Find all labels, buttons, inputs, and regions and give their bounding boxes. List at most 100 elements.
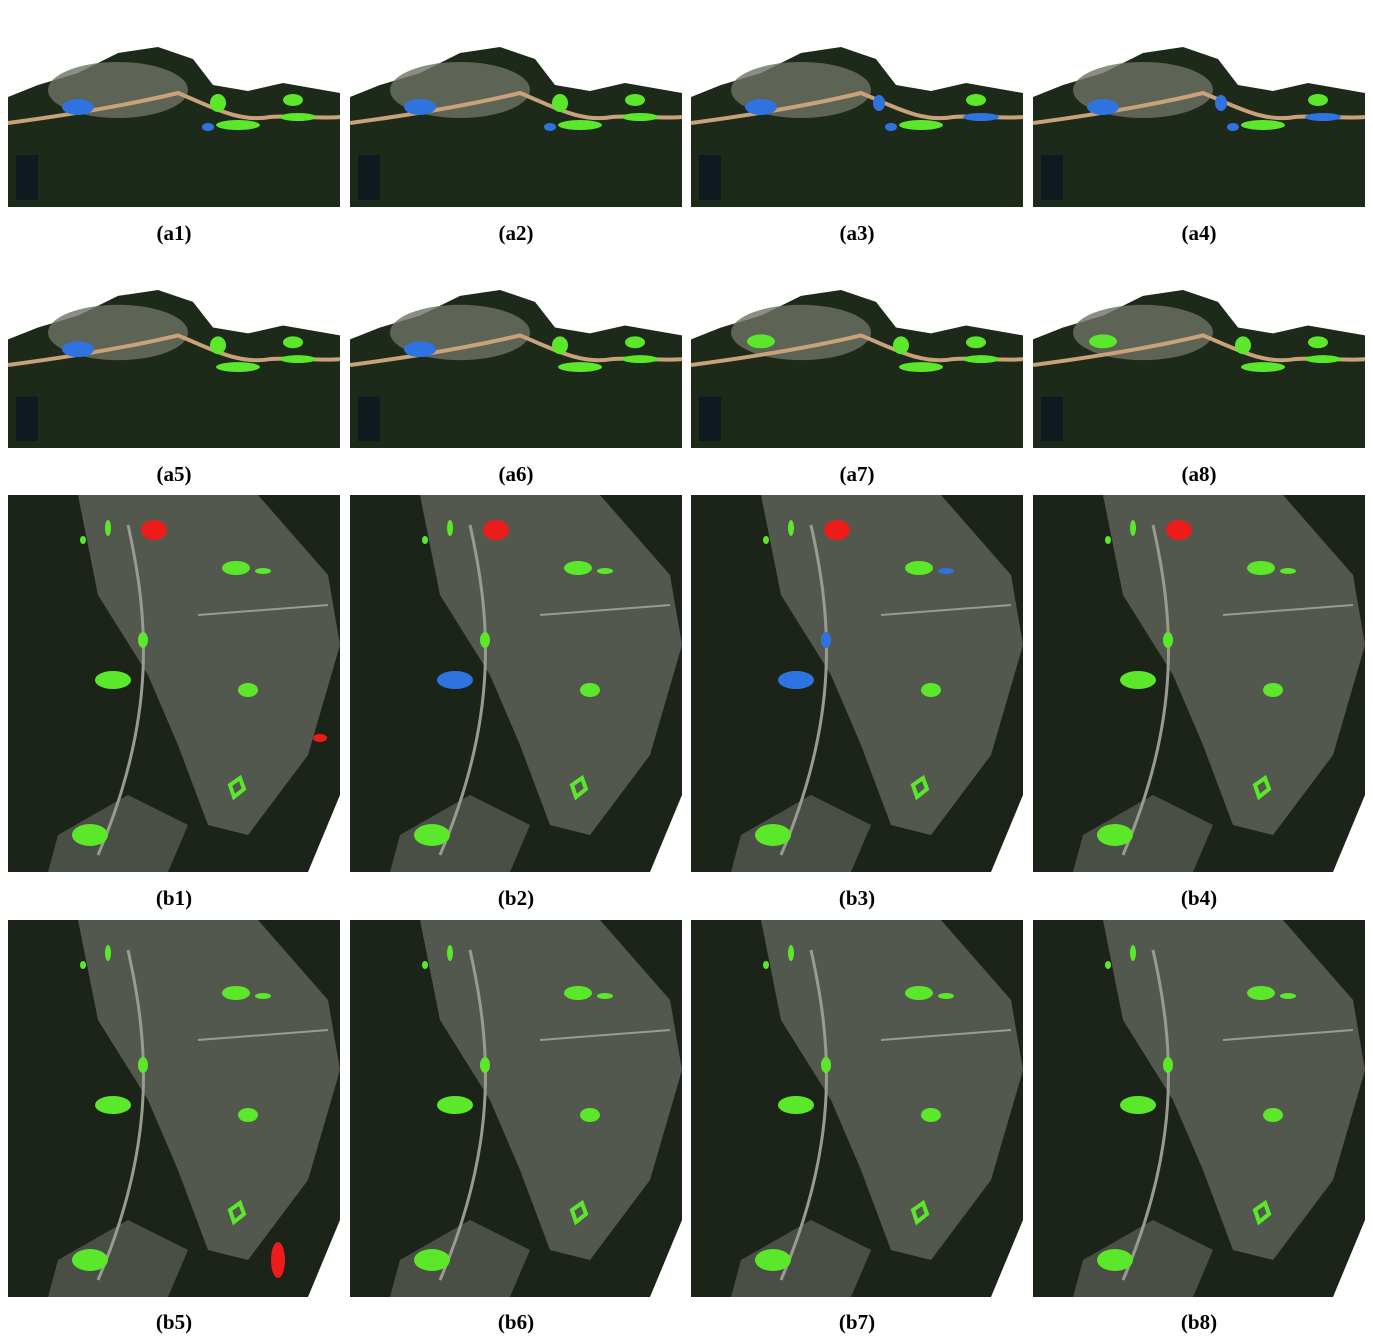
change-region bbox=[1247, 986, 1275, 1000]
change-region bbox=[62, 341, 94, 357]
change-region bbox=[422, 536, 428, 544]
change-region bbox=[1120, 1096, 1156, 1114]
change-region bbox=[885, 123, 897, 131]
change-region bbox=[552, 336, 568, 354]
change-region bbox=[283, 94, 303, 106]
change-region bbox=[202, 123, 214, 131]
change-region bbox=[1308, 336, 1328, 348]
change-region bbox=[1130, 945, 1136, 961]
change-region bbox=[963, 355, 999, 363]
change-region bbox=[313, 734, 327, 742]
change-region bbox=[404, 341, 436, 357]
satellite-image bbox=[8, 45, 340, 207]
change-region bbox=[238, 1108, 258, 1122]
satellite-image bbox=[691, 45, 1023, 207]
change-region bbox=[1247, 561, 1275, 575]
change-region bbox=[447, 945, 453, 961]
change-region bbox=[921, 683, 941, 697]
panel-label: (a1) bbox=[8, 221, 340, 245]
panel-label: (b1) bbox=[8, 886, 340, 910]
change-region bbox=[778, 1096, 814, 1114]
panel-label: (b7) bbox=[691, 1310, 1023, 1334]
satellite-image bbox=[1033, 495, 1365, 872]
panel-label: (a6) bbox=[350, 462, 682, 486]
change-region bbox=[255, 568, 271, 574]
change-region bbox=[1227, 123, 1239, 131]
change-region bbox=[1215, 95, 1227, 111]
change-region bbox=[821, 1057, 831, 1073]
figure: (a1)(a2)(a3)(a4)(a5)(a6)(a7)(a8)(b1)(b2)… bbox=[0, 0, 1373, 1340]
change-region bbox=[437, 1096, 473, 1114]
change-region bbox=[1241, 362, 1285, 372]
change-region bbox=[622, 355, 658, 363]
change-region bbox=[255, 993, 271, 999]
satellite-image bbox=[691, 288, 1023, 448]
water bbox=[699, 155, 721, 200]
change-region bbox=[1163, 1057, 1173, 1073]
change-region bbox=[1235, 336, 1251, 354]
change-region bbox=[893, 336, 909, 354]
change-region bbox=[938, 993, 954, 999]
change-region bbox=[1097, 1249, 1133, 1271]
satellite-image bbox=[8, 288, 340, 448]
panel-label: (a4) bbox=[1033, 221, 1365, 245]
satellite-image bbox=[691, 920, 1023, 1297]
water bbox=[16, 155, 38, 200]
water bbox=[1041, 397, 1063, 441]
panel-label: (b2) bbox=[350, 886, 682, 910]
change-region bbox=[280, 355, 316, 363]
change-region bbox=[72, 1249, 108, 1271]
change-region bbox=[625, 336, 645, 348]
change-region bbox=[1105, 961, 1111, 969]
satellite-image bbox=[1033, 920, 1365, 1297]
panel-label: (b6) bbox=[350, 1310, 682, 1334]
change-region bbox=[480, 1057, 490, 1073]
change-region bbox=[210, 94, 226, 112]
urban-area bbox=[731, 305, 871, 360]
change-region bbox=[788, 945, 794, 961]
change-region bbox=[1087, 99, 1119, 115]
water bbox=[358, 155, 380, 200]
panel-label: (b3) bbox=[691, 886, 1023, 910]
change-region bbox=[938, 568, 954, 574]
change-region bbox=[580, 1108, 600, 1122]
change-region bbox=[62, 99, 94, 115]
change-region bbox=[1305, 355, 1341, 363]
change-region bbox=[210, 336, 226, 354]
change-region bbox=[755, 1249, 791, 1271]
change-region bbox=[480, 632, 490, 648]
water bbox=[699, 397, 721, 441]
change-region bbox=[216, 362, 260, 372]
change-region bbox=[72, 824, 108, 846]
change-region bbox=[564, 986, 592, 1000]
water bbox=[16, 397, 38, 441]
change-region bbox=[788, 520, 794, 536]
change-region bbox=[755, 824, 791, 846]
change-region bbox=[80, 536, 86, 544]
change-region bbox=[564, 561, 592, 575]
panel-label: (b5) bbox=[8, 1310, 340, 1334]
change-region bbox=[821, 632, 831, 648]
change-region bbox=[544, 123, 556, 131]
change-region bbox=[216, 120, 260, 130]
change-region bbox=[622, 113, 658, 121]
satellite-image bbox=[350, 45, 682, 207]
change-region bbox=[80, 961, 86, 969]
satellite-image bbox=[350, 288, 682, 448]
change-region bbox=[1308, 94, 1328, 106]
change-region bbox=[1120, 671, 1156, 689]
change-region bbox=[1263, 1108, 1283, 1122]
change-region bbox=[1097, 824, 1133, 846]
change-region bbox=[138, 1057, 148, 1073]
change-region bbox=[105, 945, 111, 961]
change-region bbox=[597, 568, 613, 574]
change-region bbox=[625, 94, 645, 106]
satellite-image bbox=[1033, 288, 1365, 448]
change-region bbox=[1305, 113, 1341, 121]
change-region bbox=[558, 120, 602, 130]
change-region bbox=[558, 362, 602, 372]
change-region bbox=[824, 520, 850, 540]
change-region bbox=[1163, 632, 1173, 648]
change-region bbox=[1105, 536, 1111, 544]
panel-label: (a8) bbox=[1033, 462, 1365, 486]
